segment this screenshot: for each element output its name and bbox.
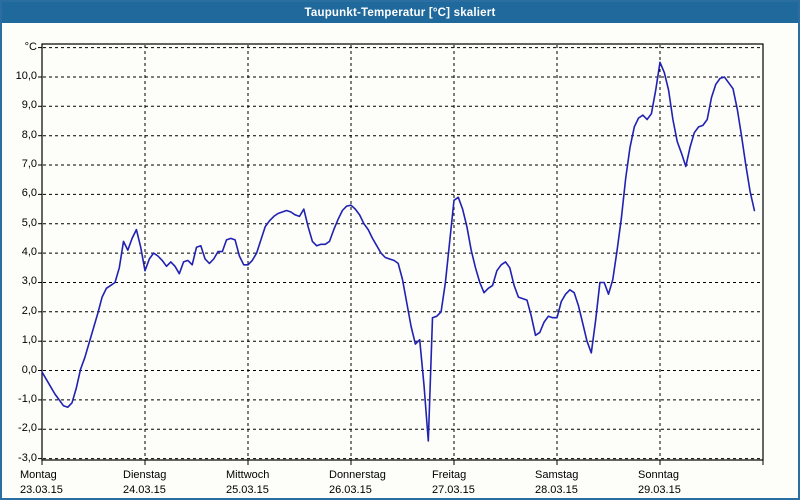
x-axis-day-label: Montag: [20, 469, 57, 481]
x-axis-date-label: 27.03.15: [432, 484, 475, 496]
y-axis-label: 5,0: [21, 216, 37, 229]
x-axis-day-label: Sonntag: [638, 469, 679, 481]
x-axis-day-label: Dienstag: [123, 469, 167, 481]
y-axis-label: 10,0: [15, 69, 37, 82]
y-axis-label: 2,0: [21, 304, 37, 317]
y-axis-label: -2,0: [18, 422, 37, 435]
x-axis-date-label: 28.03.15: [535, 484, 578, 496]
y-axis-label: 0,0: [21, 363, 37, 376]
x-axis-date-label: 29.03.15: [638, 484, 681, 496]
y-axis-label: -3,0: [18, 451, 37, 464]
x-axis-date-label: 24.03.15: [123, 484, 166, 496]
y-axis-label: 4,0: [21, 246, 37, 259]
y-axis-label: 8,0: [21, 128, 37, 141]
x-axis-day-label: Donnerstag: [329, 469, 386, 481]
dewpoint-line: [41, 61, 756, 442]
y-axis-label: -1,0: [18, 392, 37, 405]
y-axis-label: 7,0: [21, 158, 37, 171]
x-axis-date-label: 26.03.15: [329, 484, 372, 496]
y-axis-unit-label: °C: [24, 40, 37, 53]
x-axis-date-label: 25.03.15: [226, 484, 269, 496]
y-axis-label: 1,0: [21, 334, 37, 347]
plot-area: °C 10,0 9,0 8,0 7,0 6,0 5,0 4,0 3,0 2,0 1,0 0,0 -1,0…: [2, 23, 798, 498]
chart-canvas: [38, 43, 764, 465]
x-axis-day-label: Freitag: [432, 469, 467, 481]
x-axis-day-label: Samstag: [535, 469, 579, 481]
y-axis-label: 6,0: [21, 187, 37, 200]
x-axis-day-label: Mittwoch: [226, 469, 270, 481]
title-bar: Taupunkt-Temperatur [°C] skaliert: [2, 2, 798, 23]
window-title: Taupunkt-Temperatur [°C] skaliert: [304, 6, 496, 19]
y-axis-label: 9,0: [21, 99, 37, 112]
x-axis-date-label: 23.03.15: [20, 484, 63, 496]
y-axis-label: 3,0: [21, 275, 37, 288]
plot-frame: [41, 43, 764, 461]
